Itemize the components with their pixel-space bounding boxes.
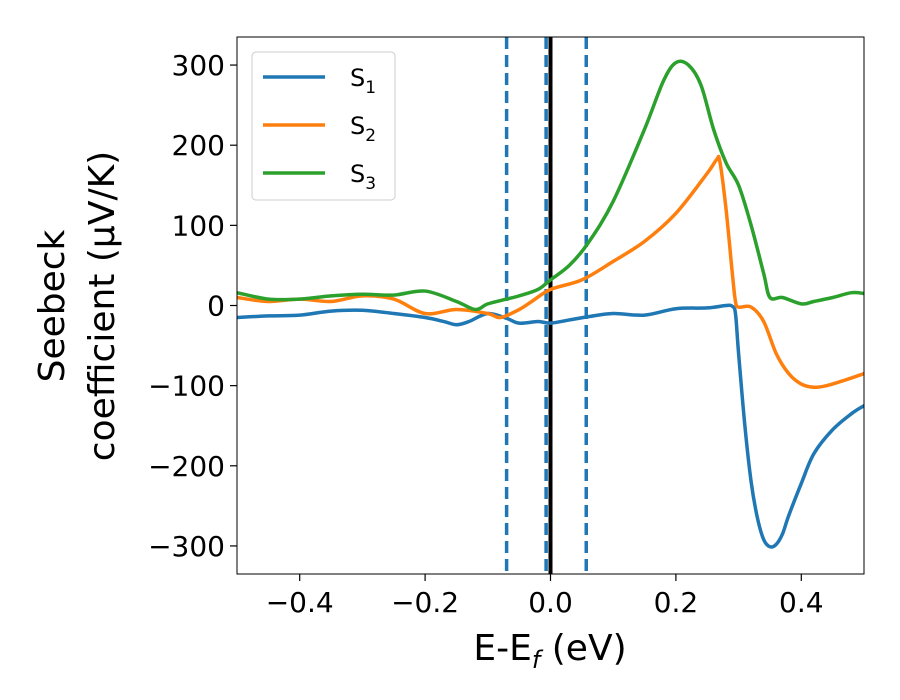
series-line-s1	[237, 303, 864, 549]
y-tick-label: 0	[207, 290, 225, 323]
x-tick-label: 0.4	[779, 586, 824, 619]
y-tick-label: 100	[172, 209, 225, 242]
x-tick-label: 0.0	[528, 586, 573, 619]
y-tick-label: 300	[172, 49, 225, 82]
legend-label-s3: S3	[350, 160, 376, 194]
y-tick-label: −200	[148, 450, 225, 483]
legend-label-s1: S1	[350, 64, 376, 98]
y-tick-label: 200	[172, 129, 225, 162]
y-axis-title-line2: coefficient (μV/K)	[82, 151, 123, 461]
series-lines	[237, 59, 864, 549]
x-axis-title: E-Ef (eV)	[473, 628, 626, 674]
y-axis-title: Seebeck coefficient (μV/K)	[32, 151, 123, 461]
y-tick-label: −300	[148, 530, 225, 563]
legend: S1 S2 S3	[251, 51, 396, 201]
x-axis-title-unit: (eV)	[540, 628, 626, 669]
x-axis: −0.4 −0.2 0.0 0.2 0.4	[266, 574, 824, 619]
y-axis-title-line1: Seebeck	[32, 229, 73, 382]
y-axis: −300 −200 −100 0 100 200 300	[148, 49, 237, 563]
x-tick-label: 0.2	[654, 586, 699, 619]
y-tick-label: −100	[148, 370, 225, 403]
series-line-s2	[237, 154, 864, 390]
legend-label-s2: S2	[350, 112, 376, 146]
series-line-s3	[237, 59, 864, 312]
x-tick-label: −0.4	[266, 586, 334, 619]
reference-lines	[504, 37, 588, 574]
x-tick-label: −0.2	[391, 586, 459, 619]
